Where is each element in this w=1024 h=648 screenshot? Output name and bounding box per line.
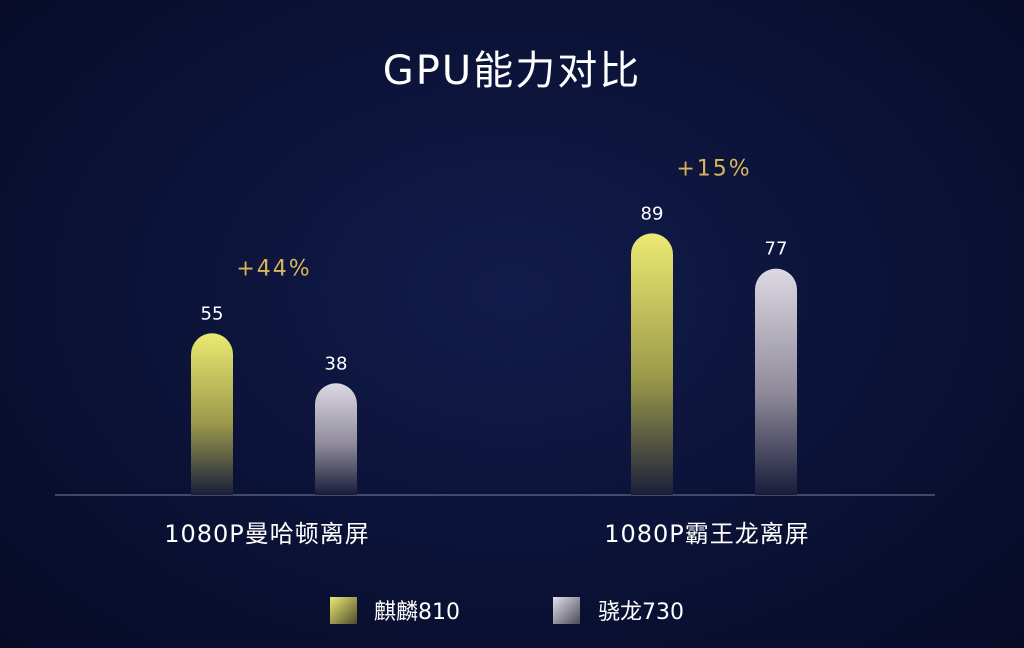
value-label-0-0: 55 — [201, 303, 224, 324]
annotation-0: +44% — [236, 256, 311, 281]
category-label-0: 1080P曼哈顿离屏 — [164, 520, 370, 548]
value-label-1-1: 77 — [765, 239, 788, 260]
legend-swatch-0 — [330, 597, 357, 624]
bar-1-1 — [755, 268, 797, 495]
annotation-1: +15% — [676, 156, 751, 181]
value-label-1-0: 89 — [641, 203, 664, 224]
chart-title: GPU能力对比 — [383, 48, 641, 94]
bar-0-0 — [191, 333, 233, 495]
legend-label-0: 麒麟810 — [374, 600, 460, 625]
legend: 麒麟810 骁龙730 — [330, 597, 684, 625]
legend-swatch-1 — [553, 597, 580, 624]
value-label-0-1: 38 — [325, 353, 348, 374]
legend-label-1: 骁龙730 — [598, 600, 684, 625]
bar-1-0 — [631, 233, 673, 495]
category-label-1: 1080P霸王龙离屏 — [604, 520, 810, 548]
bar-0-1 — [315, 383, 357, 495]
